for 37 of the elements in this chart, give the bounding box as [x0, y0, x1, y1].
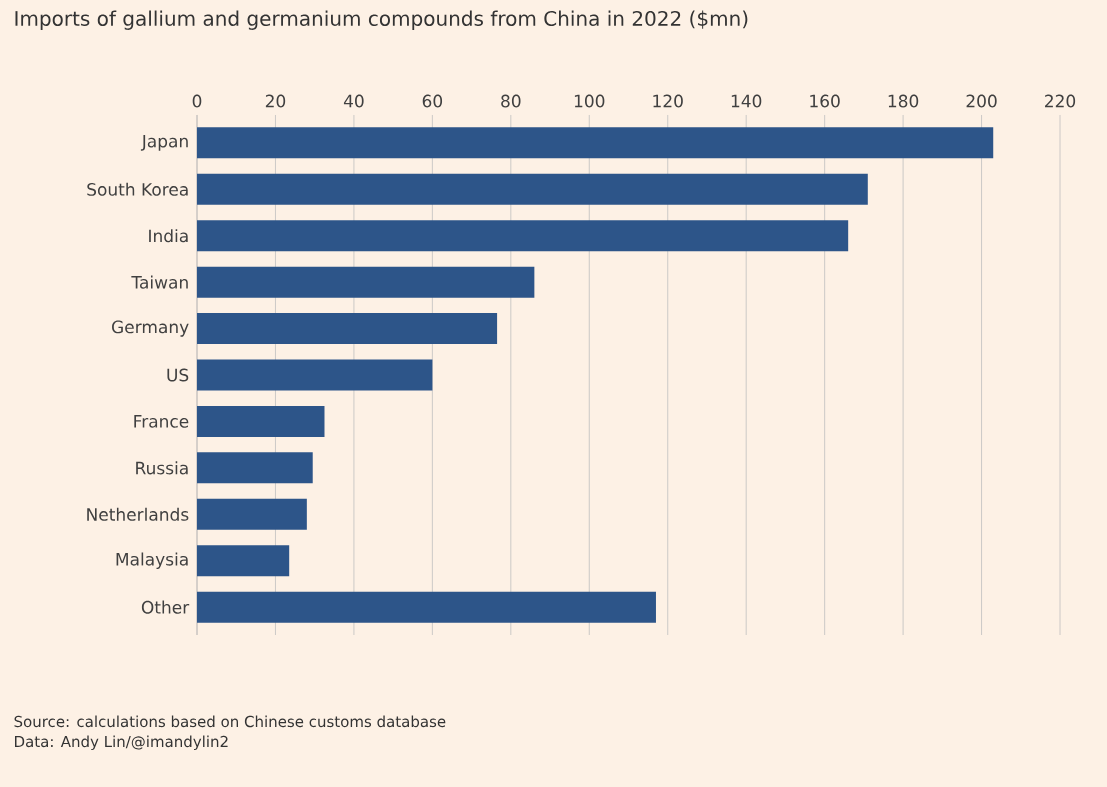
y-tick-label: Russia	[136, 461, 188, 475]
bar	[197, 452, 313, 484]
bar	[197, 545, 290, 577]
bar	[197, 313, 498, 345]
y-tick-label: Germany	[112, 320, 189, 337]
bar	[197, 405, 325, 437]
bar	[197, 359, 433, 391]
x-tick-label: 20	[265, 94, 286, 108]
y-tick-label: France	[134, 415, 189, 428]
x-tick-label: 40	[343, 94, 364, 108]
y-tick-label: Netherlands	[87, 507, 189, 521]
y-tick-label: South Korea	[87, 182, 188, 196]
bar	[197, 266, 535, 298]
x-tick-label: 60	[422, 94, 443, 108]
x-tick-label: 80	[501, 94, 521, 108]
y-tick-label: Malaysia	[116, 552, 188, 569]
bar	[197, 173, 868, 205]
chart-title: Imports of gallium and germanium compounds from China in 2022 ($mn)	[15, 10, 748, 30]
x-tick-label: 120	[653, 94, 683, 108]
y-tick-label: Other	[141, 600, 190, 614]
bar	[197, 591, 656, 623]
x-tick-label: 140	[731, 94, 762, 108]
x-tick-label: 0	[192, 94, 202, 108]
x-tick-label: 220	[1045, 94, 1076, 108]
x-tick-label: 100	[574, 94, 605, 108]
source-note: Source: calculations based on Chinese customs database	[14, 715, 446, 728]
bar	[197, 127, 994, 159]
bar	[197, 220, 849, 252]
y-tick-label: Japan	[140, 134, 188, 151]
y-tick-label: India	[149, 229, 188, 243]
x-tick-label: 200	[966, 94, 997, 108]
bar	[197, 498, 307, 530]
x-tick-label: 160	[810, 94, 840, 108]
x-tick-label: 180	[888, 94, 919, 108]
text: Data: Andy Lin/@imandylin2	[15, 735, 228, 751]
y-tick-label: US	[167, 368, 189, 382]
y-tick-label: Taiwan	[131, 275, 188, 289]
